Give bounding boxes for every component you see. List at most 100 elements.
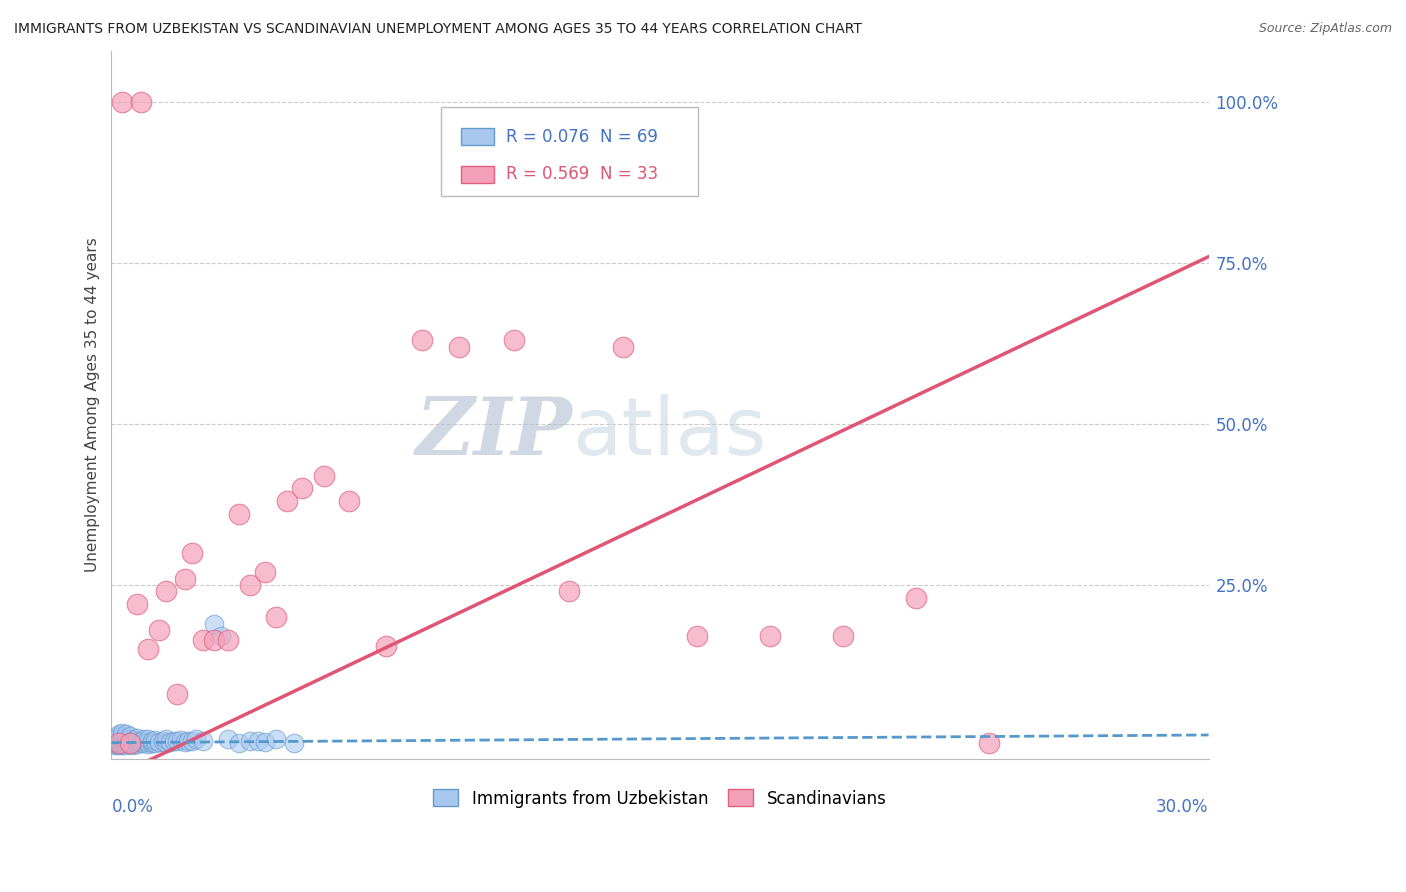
Point <box>136 732 159 747</box>
FancyBboxPatch shape <box>461 128 495 145</box>
Point <box>184 732 207 747</box>
Point <box>758 630 780 644</box>
Point <box>115 736 138 750</box>
Point <box>115 727 138 741</box>
Point <box>283 736 305 750</box>
Point <box>239 733 262 747</box>
Point <box>143 736 166 750</box>
Text: 30.0%: 30.0% <box>1156 797 1209 815</box>
Point <box>136 642 159 657</box>
Point <box>111 733 134 747</box>
Point <box>209 630 232 644</box>
Point <box>374 639 396 653</box>
Point <box>217 632 239 647</box>
Point <box>612 340 634 354</box>
Point <box>148 623 170 637</box>
Point <box>118 732 141 747</box>
Text: N = 69: N = 69 <box>599 128 658 146</box>
Point <box>557 584 579 599</box>
Point <box>125 734 148 748</box>
Point <box>143 733 166 747</box>
Text: atlas: atlas <box>572 394 766 472</box>
Point <box>125 597 148 611</box>
Point <box>166 687 188 701</box>
Point <box>253 565 276 579</box>
Point <box>125 737 148 751</box>
Point <box>107 733 129 747</box>
Point <box>129 95 152 110</box>
Point <box>111 731 134 745</box>
Point <box>141 733 163 747</box>
Point <box>191 632 214 647</box>
Point <box>115 732 138 747</box>
Point <box>118 736 141 750</box>
Point <box>180 734 202 748</box>
Point <box>180 546 202 560</box>
Point <box>173 735 195 749</box>
Point <box>134 732 156 747</box>
Point <box>111 732 134 747</box>
Y-axis label: Unemployment Among Ages 35 to 44 years: Unemployment Among Ages 35 to 44 years <box>86 237 100 572</box>
Point <box>136 735 159 749</box>
FancyBboxPatch shape <box>461 166 495 183</box>
Point <box>122 733 145 747</box>
Point <box>115 730 138 744</box>
Point <box>129 736 152 750</box>
Text: R = 0.076: R = 0.076 <box>506 128 589 146</box>
Point <box>107 731 129 746</box>
Point <box>115 738 138 752</box>
Point <box>337 494 360 508</box>
Point <box>170 733 193 747</box>
Point <box>111 737 134 751</box>
Point <box>253 735 276 749</box>
Point <box>173 572 195 586</box>
Point <box>107 735 129 749</box>
Point <box>228 736 250 750</box>
Point <box>202 616 225 631</box>
Point <box>155 736 177 750</box>
Point <box>141 736 163 750</box>
Point <box>148 735 170 749</box>
Point <box>107 736 129 750</box>
Point <box>107 727 129 741</box>
Point <box>239 578 262 592</box>
Point <box>104 737 127 751</box>
Point <box>177 733 200 747</box>
Point <box>111 738 134 752</box>
Point <box>155 584 177 599</box>
Point <box>104 736 127 750</box>
Point <box>134 736 156 750</box>
Point <box>246 734 269 748</box>
Point <box>228 507 250 521</box>
Point <box>979 736 1001 750</box>
Point <box>111 729 134 743</box>
Point <box>312 468 335 483</box>
Point <box>111 726 134 740</box>
Point <box>831 630 853 644</box>
Point <box>502 334 524 348</box>
Point <box>107 738 129 752</box>
Point <box>104 734 127 748</box>
Text: N = 33: N = 33 <box>599 165 658 184</box>
Point <box>411 334 433 348</box>
Point <box>118 735 141 749</box>
Point <box>904 591 927 605</box>
Text: 0.0%: 0.0% <box>111 797 153 815</box>
Legend: Immigrants from Uzbekistan, Scandinavians: Immigrants from Uzbekistan, Scandinavian… <box>427 782 893 814</box>
Point <box>122 738 145 752</box>
Point <box>166 734 188 748</box>
Point <box>122 736 145 750</box>
Point <box>290 482 312 496</box>
Point <box>685 630 707 644</box>
Point <box>107 736 129 750</box>
Point <box>217 732 239 747</box>
Text: R = 0.569: R = 0.569 <box>506 165 589 184</box>
Point <box>276 494 298 508</box>
Point <box>104 732 127 747</box>
Point <box>264 610 287 624</box>
Point <box>107 729 129 743</box>
Point <box>115 734 138 748</box>
Text: Source: ZipAtlas.com: Source: ZipAtlas.com <box>1258 22 1392 36</box>
Text: IMMIGRANTS FROM UZBEKISTAN VS SCANDINAVIAN UNEMPLOYMENT AMONG AGES 35 TO 44 YEAR: IMMIGRANTS FROM UZBEKISTAN VS SCANDINAVI… <box>14 22 862 37</box>
Point <box>136 737 159 751</box>
